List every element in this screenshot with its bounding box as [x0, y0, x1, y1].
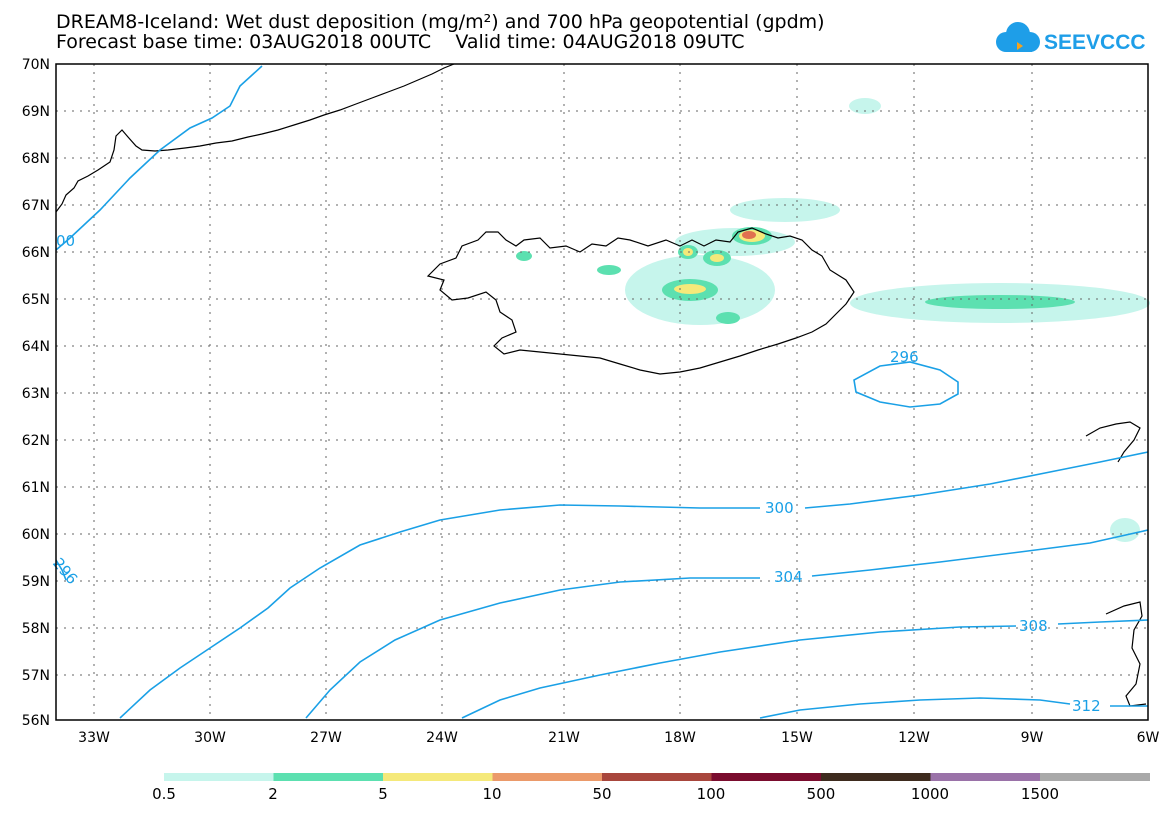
longitude-labels: 33W 30W 27W 24W 21W 18W 15W 12W 9W 6W: [78, 730, 1159, 746]
lat-label: 56N: [22, 713, 50, 729]
lon-label: 21W: [548, 730, 580, 746]
legend-label: 500: [807, 785, 836, 803]
legend-labels: 0.5 2 5 10 50 100 500 1000 1500: [152, 785, 1059, 803]
legend-swatch: [602, 773, 712, 781]
lat-label: 58N: [22, 621, 50, 637]
lat-label: 69N: [22, 104, 50, 120]
contour-label-308: 308: [1019, 617, 1048, 635]
legend-swatch: [1040, 773, 1150, 781]
legend-label: 10: [482, 785, 501, 803]
legend-swatch: [383, 773, 493, 781]
lon-label: 24W: [426, 730, 458, 746]
lat-label: 68N: [22, 151, 50, 167]
gridlines: [56, 64, 1148, 720]
lat-label: 67N: [22, 198, 50, 214]
contour-label-304: 304: [774, 568, 803, 586]
lat-label: 64N: [22, 339, 50, 355]
geopotential-contours: [55, 65, 1149, 719]
greenland-coast: [55, 63, 455, 213]
map-title: DREAM8-Iceland: Wet dust deposition (mg/…: [56, 11, 825, 33]
lat-label: 60N: [22, 527, 50, 543]
contour-label-00: 00: [56, 232, 75, 250]
lon-label: 12W: [898, 730, 930, 746]
lon-label: 15W: [781, 730, 813, 746]
legend-label: 50: [592, 785, 611, 803]
lat-label: 65N: [22, 292, 50, 308]
contour-label-312: 312: [1072, 697, 1101, 715]
legend-swatch: [492, 773, 603, 781]
legend-swatches: [164, 773, 1150, 781]
legend-label: 1500: [1021, 785, 1059, 803]
lon-label: 18W: [664, 730, 696, 746]
legend-label: 5: [378, 785, 388, 803]
legend-label: 2: [268, 785, 278, 803]
faroe-norway-coast: [1085, 421, 1147, 707]
coastlines: [55, 63, 1147, 707]
legend-swatch: [711, 773, 822, 781]
forecast-map: 296 300 304 308 312 296 00 70N 69N 68N 6…: [22, 57, 1160, 746]
lon-label: 6W: [1137, 730, 1160, 746]
lat-label: 61N: [22, 480, 50, 496]
lon-label: 27W: [310, 730, 342, 746]
lon-label: 9W: [1021, 730, 1044, 746]
lat-label: 66N: [22, 245, 50, 261]
contour-label-296-east: 296: [890, 348, 919, 366]
legend-label: 1000: [911, 785, 949, 803]
map-subtitle: Forecast base time: 03AUG2018 00UTC Vali…: [56, 31, 745, 53]
seevccc-logo: SEEVCCC: [996, 22, 1146, 54]
legend-swatch: [821, 773, 931, 781]
iceland-coast: [426, 227, 855, 375]
legend-swatch: [930, 773, 1041, 781]
latitude-labels: 70N 69N 68N 67N 66N 65N 64N 63N 62N 61N …: [22, 57, 50, 729]
contour-label-300: 300: [765, 499, 794, 517]
legend-label: 100: [697, 785, 726, 803]
lat-label: 63N: [22, 386, 50, 402]
lon-label: 30W: [194, 730, 226, 746]
cloud-icon: [996, 22, 1040, 52]
lat-label: 62N: [22, 433, 50, 449]
legend-swatch: [273, 773, 384, 781]
lat-label: 70N: [22, 57, 50, 73]
lat-label: 57N: [22, 668, 50, 684]
lon-label: 33W: [78, 730, 110, 746]
legend-label: 0.5: [152, 785, 176, 803]
map-frame: [55, 63, 1149, 721]
logo-text: SEEVCCC: [1044, 31, 1146, 54]
dust-deposition-shading: [516, 98, 1150, 542]
lat-label: 59N: [22, 574, 50, 590]
legend-swatch: [164, 773, 274, 781]
contour-label-296-west: 296: [49, 554, 81, 588]
